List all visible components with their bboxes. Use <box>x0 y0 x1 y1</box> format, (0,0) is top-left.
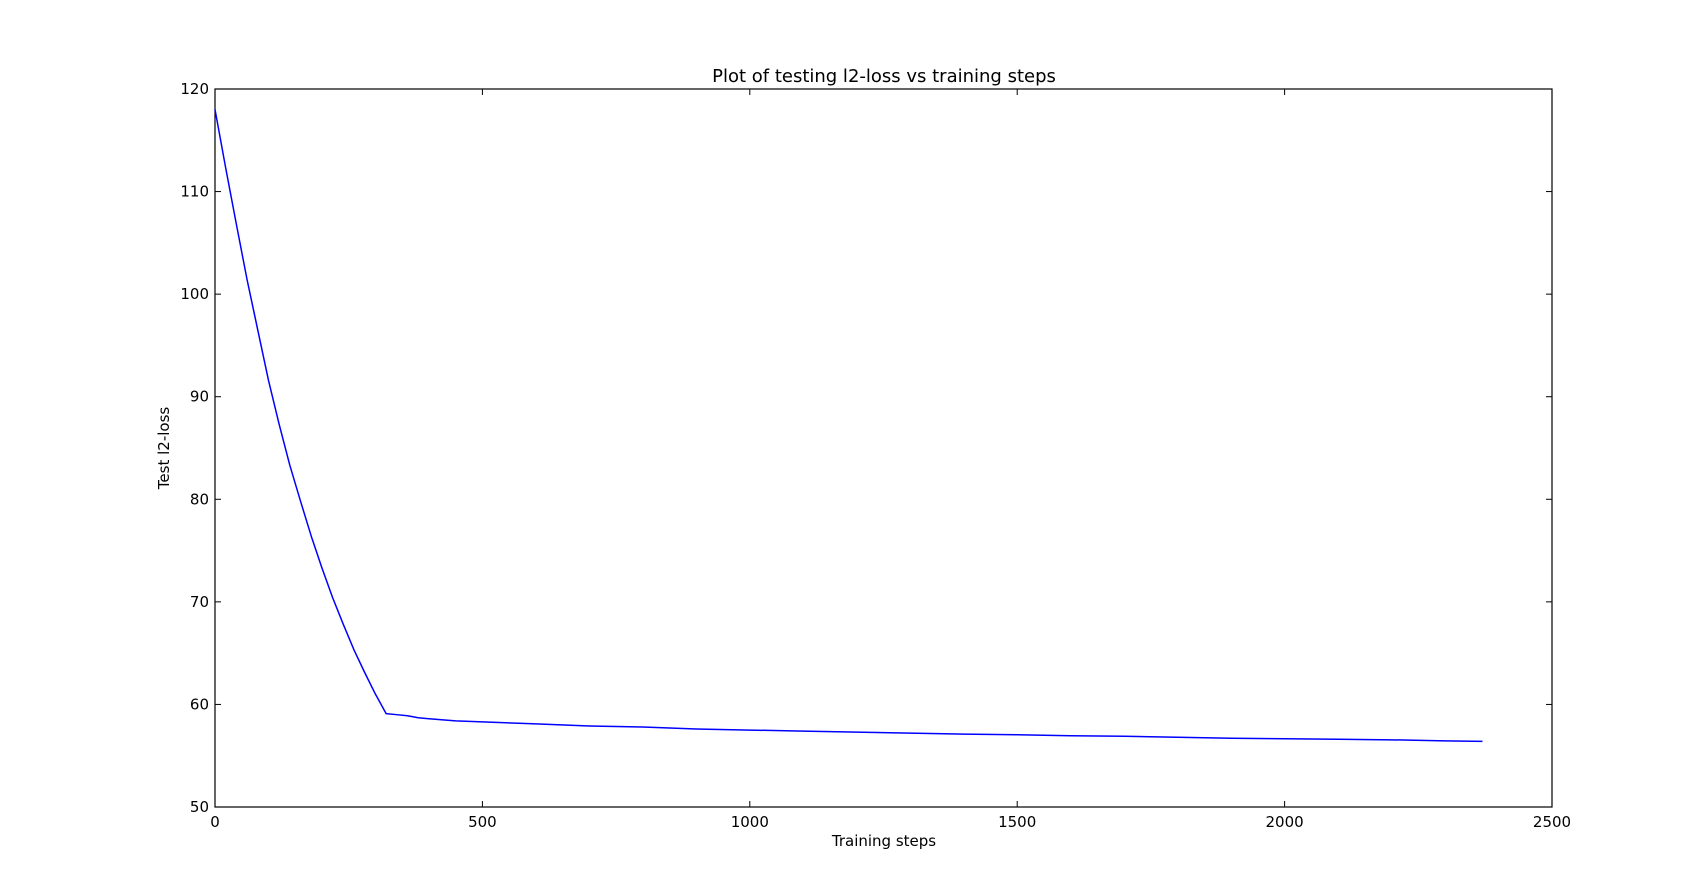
axes-frame <box>214 88 1553 808</box>
y-tick-label: 70 <box>190 593 209 611</box>
x-tick-label: 1500 <box>998 813 1036 831</box>
x-tick-label: 500 <box>468 813 497 831</box>
series-line-0 <box>214 109 1483 743</box>
x-tick-label: 1000 <box>731 813 769 831</box>
x-tick-label: 2500 <box>1533 813 1571 831</box>
x-tick-label: 2000 <box>1266 813 1304 831</box>
y-tick-label: 100 <box>180 285 209 303</box>
y-tick-label: 50 <box>190 798 209 816</box>
y-tick-label: 90 <box>190 388 209 406</box>
chart-title: Plot of testing l2-loss vs training step… <box>712 66 1056 87</box>
y-axis-label: Test l2-loss <box>155 407 173 491</box>
y-tick-label: 80 <box>190 490 209 508</box>
axis-ticks: 0 500 1000 1500 2000 2500 50 60 70 80 90 100 110 120 <box>180 80 1571 831</box>
y-tick-label: 60 <box>190 695 209 713</box>
x-tick-label: 0 <box>210 813 220 831</box>
plot-area <box>214 88 1553 808</box>
y-tick-label: 120 <box>180 80 209 98</box>
y-tick-label: 110 <box>180 183 209 201</box>
x-axis-label: Training steps <box>831 832 936 850</box>
